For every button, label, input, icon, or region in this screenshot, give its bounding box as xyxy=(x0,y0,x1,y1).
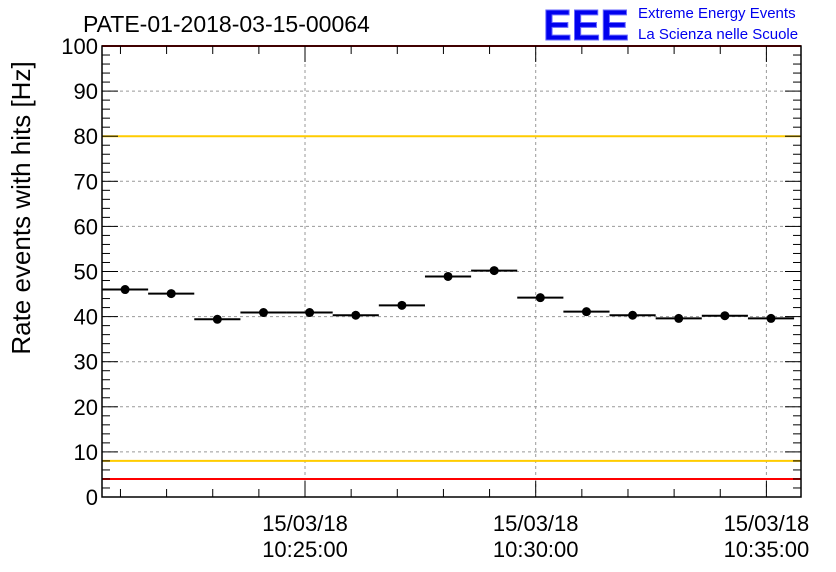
data-point xyxy=(166,289,176,299)
y-tick-label: 10 xyxy=(74,440,98,465)
x-tick-date-label: 15/03/18 xyxy=(724,511,810,536)
x-tick-date-label: 15/03/18 xyxy=(262,511,348,536)
data-point xyxy=(535,293,545,303)
y-axis-ticks: 0 10 20 30 40 50 60 70 80 90 100 xyxy=(61,34,801,510)
y-tick-label: 50 xyxy=(74,260,98,285)
logo-line1: Extreme Energy Events xyxy=(638,5,796,22)
data-points xyxy=(102,266,795,324)
data-point xyxy=(443,271,453,281)
x-tick-date-label: 15/03/18 xyxy=(493,511,579,536)
y-tick-label: 0 xyxy=(86,485,98,510)
y-tick-label: 20 xyxy=(74,395,98,420)
threshold-lines xyxy=(102,45,801,480)
y-tick-label: 30 xyxy=(74,350,98,375)
data-point xyxy=(120,285,130,295)
y-tick-label: 60 xyxy=(74,214,98,239)
logo-mark: EEE xyxy=(543,1,629,50)
grid-lines xyxy=(102,46,801,497)
data-point xyxy=(581,307,591,317)
x-tick-time-label: 10:25:00 xyxy=(262,537,348,562)
eee-logo: EEE Extreme Energy Events La Scienza nel… xyxy=(543,1,799,51)
data-point xyxy=(212,314,222,324)
y-axis-label: Rate events with hits [Hz] xyxy=(6,61,36,354)
x-tick-time-label: 10:30:00 xyxy=(493,537,579,562)
chart-title: PATE-01-2018-03-15-00064 xyxy=(83,11,370,37)
data-point xyxy=(351,310,361,320)
y-tick-label: 70 xyxy=(74,169,98,194)
y-tick-label: 90 xyxy=(74,79,98,104)
data-point xyxy=(489,266,499,276)
data-point xyxy=(397,300,407,310)
data-point xyxy=(305,308,315,318)
x-axis-ticks: 15/03/1810:25:0015/03/1810:30:0015/03/18… xyxy=(119,46,810,562)
data-point xyxy=(258,308,268,318)
data-point xyxy=(720,311,730,321)
y-tick-label: 80 xyxy=(74,124,98,149)
data-point xyxy=(766,313,776,323)
data-point xyxy=(628,310,638,320)
y-tick-label: 100 xyxy=(61,34,98,59)
x-tick-time-label: 10:35:00 xyxy=(724,537,810,562)
data-point xyxy=(674,313,684,323)
logo-line2: La Scienza nelle Scuole xyxy=(638,26,798,43)
y-tick-label: 40 xyxy=(74,305,98,330)
